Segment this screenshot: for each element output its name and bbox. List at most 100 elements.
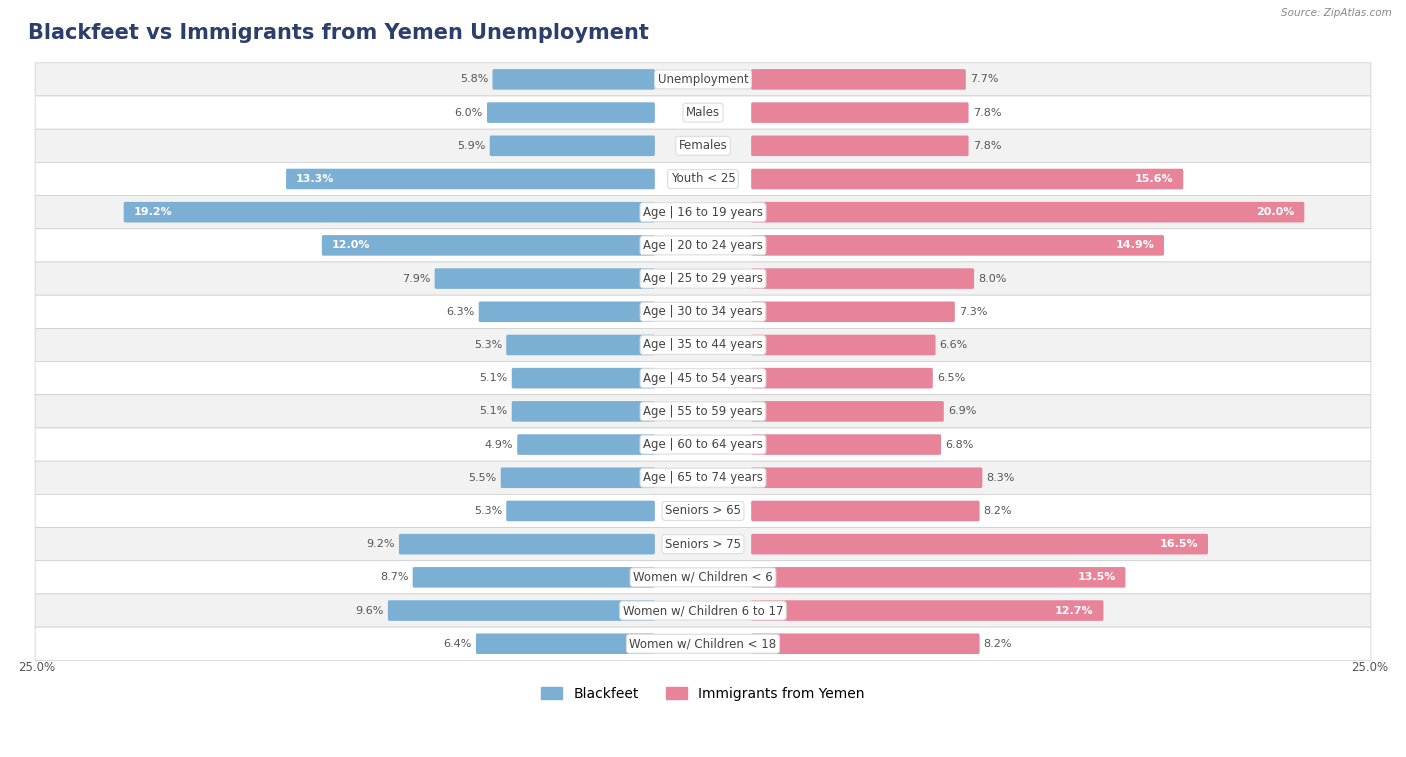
Text: 25.0%: 25.0% xyxy=(18,661,55,674)
Text: Seniors > 65: Seniors > 65 xyxy=(665,504,741,518)
FancyBboxPatch shape xyxy=(517,435,655,455)
Text: Age | 65 to 74 years: Age | 65 to 74 years xyxy=(643,472,763,484)
Text: 5.9%: 5.9% xyxy=(457,141,485,151)
Text: 6.5%: 6.5% xyxy=(936,373,965,383)
Text: 5.5%: 5.5% xyxy=(468,473,496,483)
Text: 12.7%: 12.7% xyxy=(1054,606,1094,615)
FancyBboxPatch shape xyxy=(751,600,1104,621)
FancyBboxPatch shape xyxy=(489,136,655,156)
Text: 7.3%: 7.3% xyxy=(959,307,987,316)
FancyBboxPatch shape xyxy=(751,534,1208,554)
FancyBboxPatch shape xyxy=(35,528,1371,561)
FancyBboxPatch shape xyxy=(434,268,655,289)
Text: Age | 20 to 24 years: Age | 20 to 24 years xyxy=(643,239,763,252)
FancyBboxPatch shape xyxy=(35,295,1371,329)
Text: 12.0%: 12.0% xyxy=(332,241,370,251)
Text: 7.8%: 7.8% xyxy=(973,107,1001,117)
FancyBboxPatch shape xyxy=(35,394,1371,428)
FancyBboxPatch shape xyxy=(506,335,655,355)
Text: Age | 30 to 34 years: Age | 30 to 34 years xyxy=(643,305,763,318)
Text: 9.2%: 9.2% xyxy=(367,539,395,549)
Text: 5.8%: 5.8% xyxy=(460,74,488,85)
FancyBboxPatch shape xyxy=(35,195,1371,229)
FancyBboxPatch shape xyxy=(35,96,1371,129)
Text: 25.0%: 25.0% xyxy=(1351,661,1388,674)
FancyBboxPatch shape xyxy=(751,202,1305,223)
FancyBboxPatch shape xyxy=(124,202,655,223)
FancyBboxPatch shape xyxy=(492,69,655,89)
Text: 20.0%: 20.0% xyxy=(1257,207,1295,217)
FancyBboxPatch shape xyxy=(35,329,1371,362)
Text: 14.9%: 14.9% xyxy=(1115,241,1154,251)
Text: 6.6%: 6.6% xyxy=(939,340,967,350)
Text: 6.4%: 6.4% xyxy=(443,639,472,649)
FancyBboxPatch shape xyxy=(751,335,935,355)
FancyBboxPatch shape xyxy=(35,627,1371,660)
FancyBboxPatch shape xyxy=(512,401,655,422)
FancyBboxPatch shape xyxy=(751,102,969,123)
FancyBboxPatch shape xyxy=(413,567,655,587)
Text: Women w/ Children < 18: Women w/ Children < 18 xyxy=(630,637,776,650)
Text: 9.6%: 9.6% xyxy=(356,606,384,615)
FancyBboxPatch shape xyxy=(35,262,1371,295)
Text: 7.8%: 7.8% xyxy=(973,141,1001,151)
FancyBboxPatch shape xyxy=(751,500,980,522)
FancyBboxPatch shape xyxy=(751,567,1125,587)
FancyBboxPatch shape xyxy=(399,534,655,554)
Text: 5.1%: 5.1% xyxy=(479,407,508,416)
FancyBboxPatch shape xyxy=(512,368,655,388)
FancyBboxPatch shape xyxy=(35,461,1371,494)
FancyBboxPatch shape xyxy=(751,468,983,488)
FancyBboxPatch shape xyxy=(751,268,974,289)
FancyBboxPatch shape xyxy=(35,428,1371,461)
Text: 6.3%: 6.3% xyxy=(446,307,475,316)
FancyBboxPatch shape xyxy=(35,594,1371,627)
Text: 13.5%: 13.5% xyxy=(1077,572,1116,582)
Text: Source: ZipAtlas.com: Source: ZipAtlas.com xyxy=(1281,8,1392,17)
FancyBboxPatch shape xyxy=(35,494,1371,528)
FancyBboxPatch shape xyxy=(322,235,655,256)
FancyBboxPatch shape xyxy=(501,468,655,488)
Text: 8.0%: 8.0% xyxy=(979,273,1007,284)
Text: 19.2%: 19.2% xyxy=(134,207,172,217)
Text: Women w/ Children 6 to 17: Women w/ Children 6 to 17 xyxy=(623,604,783,617)
Text: 8.3%: 8.3% xyxy=(987,473,1015,483)
Text: Age | 60 to 64 years: Age | 60 to 64 years xyxy=(643,438,763,451)
FancyBboxPatch shape xyxy=(35,561,1371,594)
FancyBboxPatch shape xyxy=(285,169,655,189)
Text: Age | 16 to 19 years: Age | 16 to 19 years xyxy=(643,206,763,219)
Text: 7.7%: 7.7% xyxy=(970,74,998,85)
Text: Males: Males xyxy=(686,106,720,119)
FancyBboxPatch shape xyxy=(486,102,655,123)
Text: Youth < 25: Youth < 25 xyxy=(671,173,735,185)
FancyBboxPatch shape xyxy=(477,634,655,654)
Text: Unemployment: Unemployment xyxy=(658,73,748,86)
Text: 5.3%: 5.3% xyxy=(474,340,502,350)
Text: 16.5%: 16.5% xyxy=(1160,539,1198,549)
Text: Age | 35 to 44 years: Age | 35 to 44 years xyxy=(643,338,763,351)
FancyBboxPatch shape xyxy=(751,169,1184,189)
Text: 5.3%: 5.3% xyxy=(474,506,502,516)
Text: 13.3%: 13.3% xyxy=(295,174,335,184)
FancyBboxPatch shape xyxy=(751,401,943,422)
Text: Age | 45 to 54 years: Age | 45 to 54 years xyxy=(643,372,763,385)
Text: Age | 55 to 59 years: Age | 55 to 59 years xyxy=(643,405,763,418)
FancyBboxPatch shape xyxy=(751,235,1164,256)
Text: 8.7%: 8.7% xyxy=(380,572,409,582)
FancyBboxPatch shape xyxy=(506,500,655,522)
Text: 4.9%: 4.9% xyxy=(485,440,513,450)
FancyBboxPatch shape xyxy=(751,136,969,156)
Text: 15.6%: 15.6% xyxy=(1135,174,1174,184)
FancyBboxPatch shape xyxy=(35,163,1371,195)
Text: Seniors > 75: Seniors > 75 xyxy=(665,537,741,550)
Text: 8.2%: 8.2% xyxy=(984,506,1012,516)
FancyBboxPatch shape xyxy=(751,634,980,654)
FancyBboxPatch shape xyxy=(35,63,1371,96)
Text: 6.9%: 6.9% xyxy=(948,407,976,416)
FancyBboxPatch shape xyxy=(35,129,1371,163)
FancyBboxPatch shape xyxy=(478,301,655,322)
Text: 7.9%: 7.9% xyxy=(402,273,430,284)
Text: 6.8%: 6.8% xyxy=(945,440,973,450)
FancyBboxPatch shape xyxy=(751,435,941,455)
FancyBboxPatch shape xyxy=(388,600,655,621)
